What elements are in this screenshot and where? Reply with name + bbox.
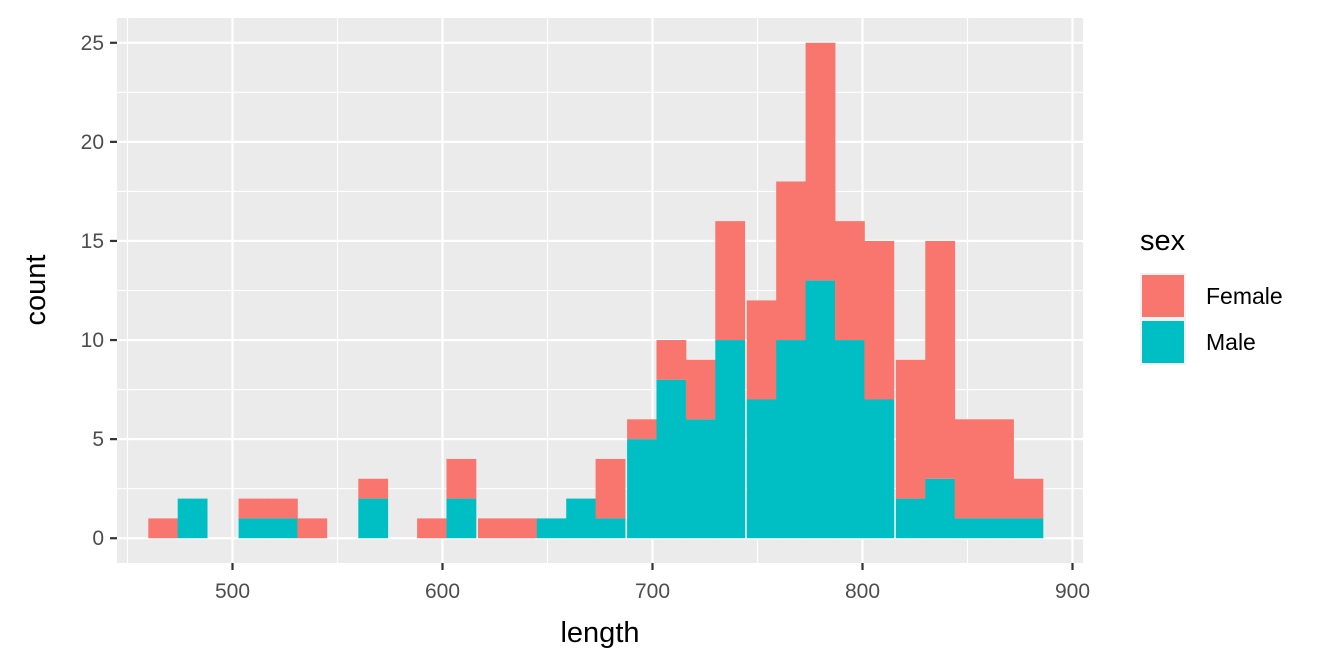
bar-female — [238, 498, 269, 519]
bar-female — [477, 518, 508, 539]
bar-female — [925, 240, 956, 479]
legend-swatch-female — [1142, 275, 1184, 317]
bar-female — [417, 518, 447, 539]
bar-male — [267, 518, 298, 539]
y-tick-label: 5 — [92, 428, 104, 451]
x-tick-label: 600 — [425, 580, 460, 603]
bar-male — [1013, 518, 1044, 539]
legend-swatch-male — [1142, 321, 1184, 363]
bar-female — [507, 518, 538, 539]
bar-female — [446, 458, 477, 499]
bar-female — [685, 359, 716, 420]
y-tick-label: 20 — [81, 131, 104, 154]
x-tick-label: 700 — [635, 580, 670, 603]
bar-female — [595, 458, 626, 519]
bar-female — [834, 221, 865, 341]
bar-female — [984, 419, 1014, 519]
bar-female — [805, 42, 836, 281]
bar-male — [895, 498, 926, 539]
legend-label-male: Male — [1206, 329, 1256, 355]
bar-female — [776, 181, 807, 341]
bar-female — [656, 340, 687, 380]
bar-male — [805, 280, 836, 539]
bar-male — [238, 518, 269, 539]
bar-female — [864, 240, 895, 400]
x-tick-label: 800 — [845, 580, 880, 603]
legend-title: sex — [1140, 225, 1186, 257]
y-tick-label: 25 — [81, 32, 104, 55]
legend-items: Female Male — [1140, 273, 1283, 365]
bar-male — [595, 518, 626, 539]
bars — [148, 42, 1044, 539]
bar-male — [358, 498, 389, 539]
bar-female — [715, 221, 746, 341]
y-tick-label: 15 — [81, 230, 104, 253]
y-tick-label: 0 — [92, 527, 104, 550]
bar-male — [536, 518, 567, 539]
bar-female — [148, 518, 179, 539]
bar-male — [627, 439, 657, 539]
bar-male — [446, 498, 477, 539]
bar-female — [297, 518, 328, 539]
axes: 500 600 700 800 900 0 5 10 15 20 25 — [81, 32, 1090, 603]
bar-female — [746, 300, 777, 400]
bar-male — [177, 498, 208, 539]
bar-male — [566, 498, 597, 539]
bar-male — [746, 399, 777, 539]
bar-female — [627, 419, 657, 440]
bar-female — [1013, 478, 1044, 519]
bar-female — [358, 478, 389, 499]
bar-male — [954, 518, 985, 539]
bar-male — [864, 399, 895, 539]
bar-male — [834, 340, 865, 539]
y-tick-label: 10 — [81, 329, 104, 352]
x-tick-label: 900 — [1055, 580, 1090, 603]
y-axis-title: count — [20, 255, 52, 326]
bar-male — [685, 419, 716, 539]
bar-male — [925, 478, 956, 539]
bar-male — [984, 518, 1014, 539]
bar-male — [656, 379, 687, 539]
bar-female — [895, 359, 926, 499]
bar-male — [715, 340, 746, 539]
bar-female — [954, 419, 985, 519]
x-axis-title: length — [560, 617, 639, 649]
legend-label-female: Female — [1206, 283, 1283, 309]
bar-female — [267, 498, 298, 519]
legend: sex Female Male — [1140, 225, 1283, 365]
x-tick-label: 500 — [215, 580, 250, 603]
bar-male — [776, 340, 807, 539]
